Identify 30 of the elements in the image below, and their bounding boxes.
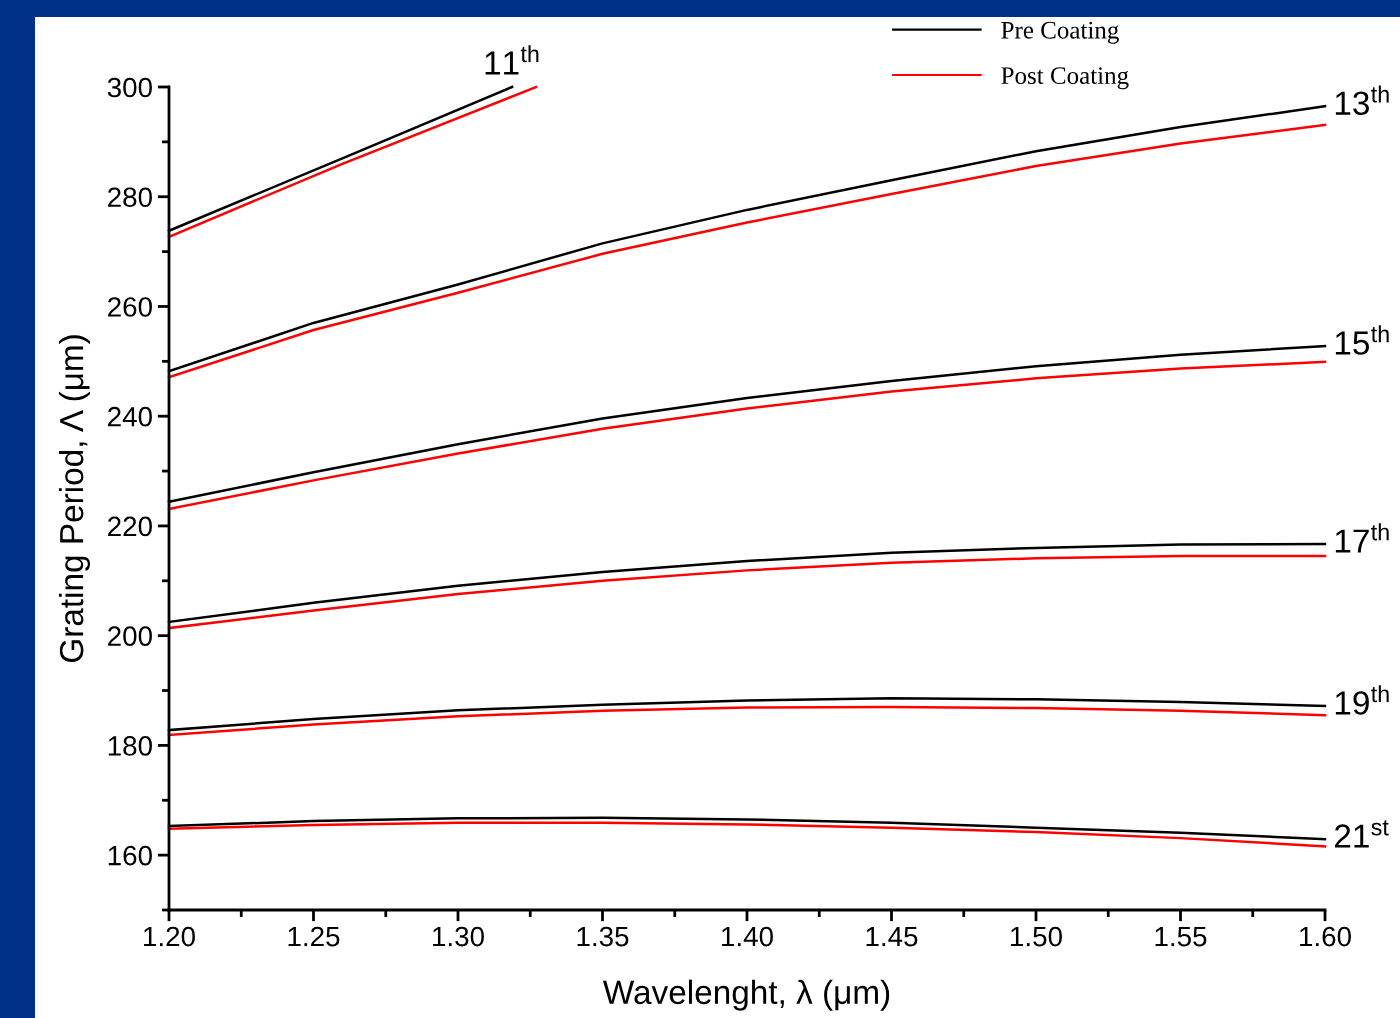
y-tick-label: 260 — [108, 297, 152, 317]
x-tick-label: 1.25 — [288, 926, 340, 947]
x-axis-title: Wavelenght, λ (μm) — [602, 979, 890, 1011]
line-series — [167, 705, 1327, 737]
y-axis-title: Grating Period, Λ (μm) — [58, 335, 91, 663]
line-series — [167, 821, 1327, 848]
x-tick-label: 1.30 — [433, 926, 484, 947]
line-series — [167, 554, 1327, 630]
text: 19$^{th}$ — [1335, 685, 1389, 715]
y-tick-label: 200 — [108, 626, 152, 647]
text: 11$^{th}$ — [485, 45, 539, 75]
text: 15$^{th}$ — [1335, 325, 1389, 355]
text: 17$^{th}$ — [1335, 523, 1389, 553]
y-tick-label: 240 — [108, 406, 152, 427]
y-tick-label: 300 — [107, 77, 152, 98]
x-tick-label: 1.50 — [1011, 926, 1062, 947]
y-tick-label: 160 — [108, 845, 152, 866]
x-tick-label: 1.60 — [1300, 926, 1351, 947]
legend-label: Post Coating — [1001, 67, 1129, 90]
y-tick-label: 220 — [108, 516, 152, 537]
y-tick-label: 180 — [108, 736, 152, 756]
legend-label: Pre Coating — [1001, 21, 1119, 44]
y-tick-label: 280 — [108, 187, 152, 208]
x-tick-label: 1.45 — [866, 926, 918, 947]
x-tick-label: 1.40 — [722, 926, 773, 947]
text: 21$^{st}$ — [1335, 820, 1389, 848]
text: 13$^{th}$ — [1335, 85, 1389, 116]
x-tick-label: 1.20 — [144, 926, 195, 947]
x-tick-label: 1.55 — [1155, 926, 1207, 947]
x-tick-label: 1.35 — [577, 926, 629, 947]
